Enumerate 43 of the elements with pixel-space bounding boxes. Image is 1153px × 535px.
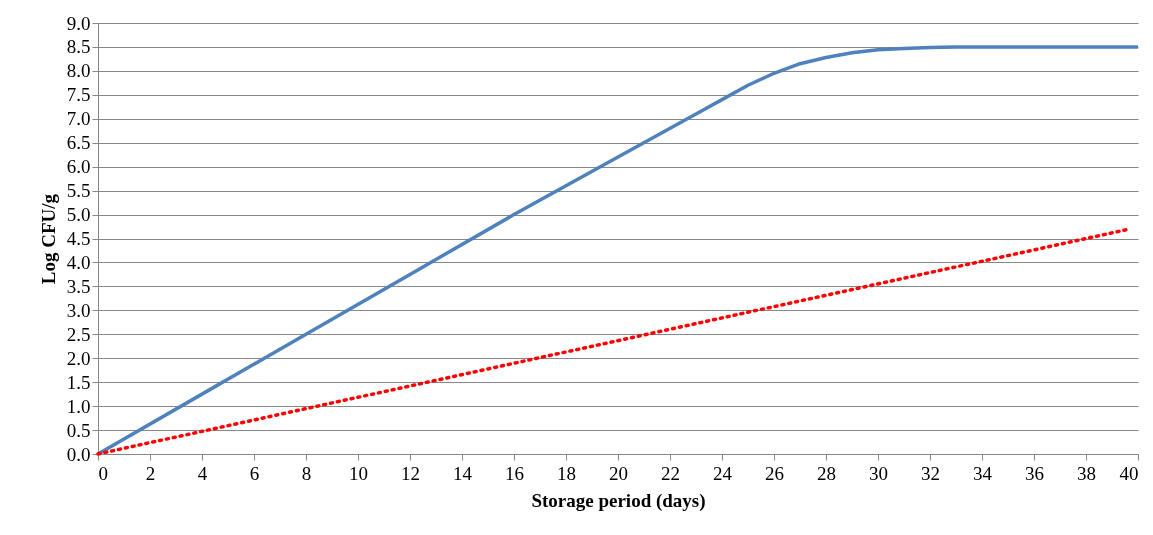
x-tick-label: 32: [921, 462, 940, 484]
x-tick-label: 14: [453, 462, 473, 484]
y-tick-label: 6.5: [66, 132, 91, 154]
x-tick-label: 18: [557, 462, 576, 484]
y-axis-title: Log CFU/g: [37, 193, 59, 285]
y-tick-label: 8.0: [66, 60, 91, 82]
x-tick-label: 8: [301, 462, 312, 484]
x-tick-label: 10: [349, 462, 368, 484]
y-tick-label: 1.0: [66, 395, 91, 417]
y-tick-label: 6.0: [66, 156, 91, 178]
y-tick-label: 1.5: [66, 371, 91, 393]
y-tick-label: 0.5: [66, 419, 91, 441]
y-tick-label: 2.0: [66, 347, 91, 369]
y-tick-label: 2.5: [66, 323, 91, 345]
x-tick-label: 38: [1077, 462, 1096, 484]
x-tick-label: 2: [145, 462, 156, 484]
y-tick-label: 3.5: [66, 275, 91, 297]
x-axis-title: Storage period (days): [531, 489, 706, 512]
x-tick-label: 0: [98, 462, 108, 484]
x-tick-label: 22: [661, 462, 680, 484]
x-tick-label: 30: [869, 462, 888, 484]
y-tick-label: 5.0: [66, 204, 91, 226]
y-tick-label: 8.5: [66, 36, 91, 58]
x-tick-label: 40: [1119, 462, 1139, 484]
x-tick-label: 24: [713, 462, 733, 484]
x-tick-label: 28: [817, 462, 836, 484]
y-tick-label: 5.5: [66, 180, 91, 202]
x-tick-label: 12: [401, 462, 420, 484]
y-tick-label: 4.0: [66, 251, 91, 273]
x-tick-label: 20: [609, 462, 628, 484]
x-tick-label: 36: [1025, 462, 1044, 484]
y-tick-label: 3.0: [66, 299, 91, 321]
y-tick-label: 7.5: [66, 84, 91, 106]
x-tick-label: 26: [765, 462, 784, 484]
line-series: [96, 45, 1140, 456]
x-tick-label: 34: [973, 462, 993, 484]
y-tick-label: 7.0: [66, 108, 91, 130]
y-tick-label: 4.5: [66, 228, 91, 249]
y-tick-label: 9.0: [66, 12, 91, 34]
x-tick-label: 4: [197, 462, 208, 484]
x-tick-label: 16: [505, 462, 524, 484]
y-tick-label: 0.0: [66, 443, 91, 465]
x-tick-label: 6: [249, 462, 260, 484]
